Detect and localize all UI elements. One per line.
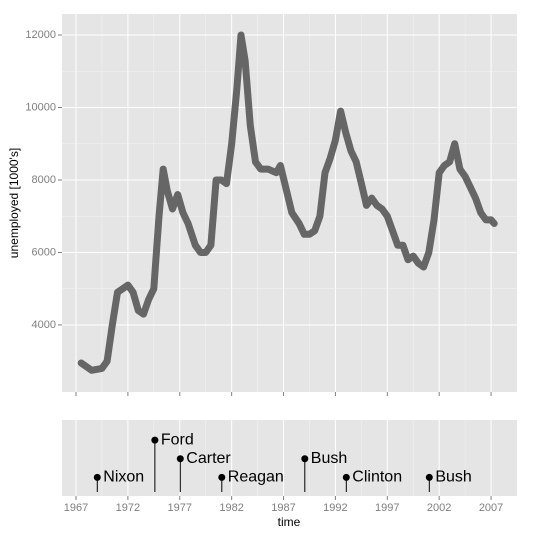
president-label: Bush [311, 450, 347, 467]
x-tick-label: 1982 [219, 502, 243, 514]
y-tick-label: 4000 [32, 319, 56, 331]
x-tick-label: 1992 [323, 502, 347, 514]
term-point [218, 473, 226, 481]
line-series [77, 31, 498, 374]
x-axis-label: time [278, 515, 301, 529]
term-point [93, 473, 101, 481]
x-tick-label: 1997 [375, 502, 399, 514]
y-tick-label: 6000 [32, 246, 56, 258]
president-label: Reagan [228, 469, 284, 486]
y-tick-label: 8000 [32, 174, 56, 186]
term-point [176, 455, 184, 463]
term-point [151, 436, 159, 444]
panel-background [62, 420, 517, 496]
x-tick-label: 1987 [271, 502, 295, 514]
president-label: Bush [435, 469, 471, 486]
term-point [301, 455, 309, 463]
president-label: Ford [161, 431, 194, 448]
x-tick-label: 2007 [479, 502, 503, 514]
president-label: Nixon [103, 469, 144, 486]
x-tick-label: 1977 [168, 502, 192, 514]
x-tick-label: 1972 [116, 502, 140, 514]
y-tick-label: 12000 [25, 29, 56, 41]
president-label: Carter [186, 450, 231, 467]
x-tick-label: 1967 [64, 502, 88, 514]
y-axis-label: unemployed [1000's] [7, 148, 21, 258]
term-point [342, 473, 350, 481]
president-label: Clinton [352, 469, 402, 486]
term-point [425, 473, 433, 481]
x-tick-label: 2002 [427, 502, 451, 514]
y-tick-label: 10000 [25, 101, 56, 113]
